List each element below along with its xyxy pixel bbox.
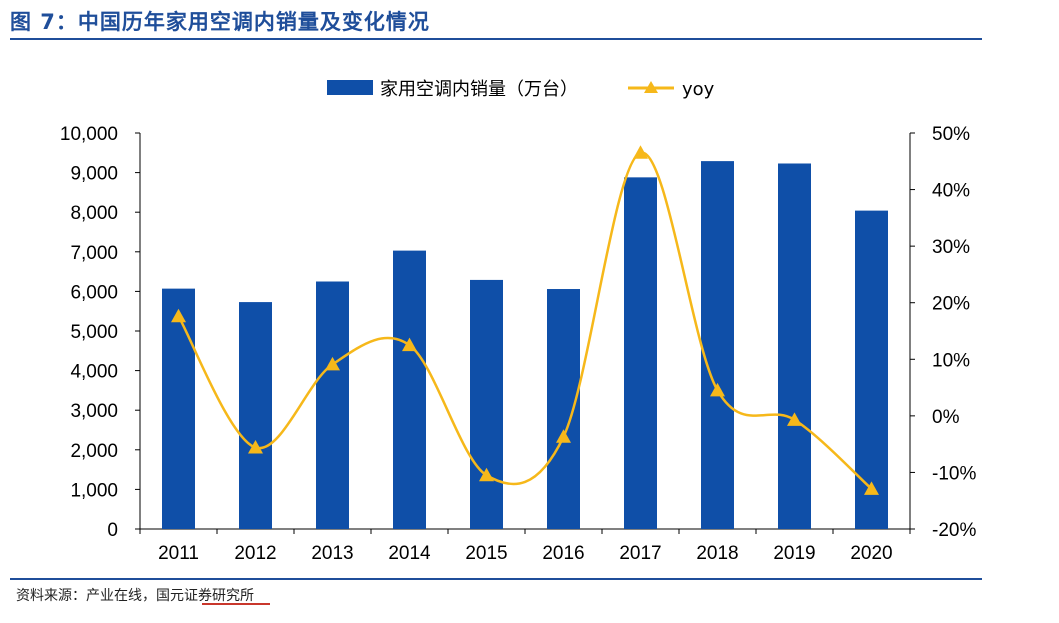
yoy-point <box>248 440 263 454</box>
yoy-point <box>633 145 648 159</box>
left-tick-label: 8,000 <box>70 203 118 224</box>
yoy-point <box>787 412 802 426</box>
left-tick-label: 0 <box>107 520 118 541</box>
yoy-point <box>710 382 725 397</box>
x-tick-label: 2015 <box>465 543 507 564</box>
source-note: 资料来源：产业在线，国元证券研究所 <box>16 588 254 604</box>
bar <box>701 161 734 529</box>
legend-triangle-marker <box>644 81 658 93</box>
left-tick-label: 4,000 <box>70 362 118 383</box>
left-tick-label: 5,000 <box>70 322 118 343</box>
yoy-series <box>171 145 879 495</box>
bar <box>855 210 888 529</box>
right-tick-label: 10% <box>932 350 970 371</box>
bar <box>624 177 657 530</box>
left-tick-label: 7,000 <box>70 243 118 264</box>
left-tick-label: 2,000 <box>70 441 118 462</box>
left-tick-label: 10,000 <box>60 124 118 145</box>
yoy-line <box>177 151 873 490</box>
yoy-point <box>864 481 879 495</box>
bar <box>316 281 349 529</box>
bar <box>162 288 195 529</box>
left-tick-label: 3,000 <box>70 401 118 422</box>
x-tick-label: 2011 <box>158 543 199 564</box>
x-tick-label: 2017 <box>619 543 661 564</box>
left-tick-label: 1,000 <box>70 480 118 501</box>
bar <box>393 250 426 529</box>
x-tick-label: 2016 <box>542 543 584 564</box>
right-tick-label: 20% <box>932 294 970 315</box>
left-tick-label: 9,000 <box>70 164 118 185</box>
left-tick-label: 6,000 <box>70 282 118 303</box>
yoy-point <box>479 467 494 482</box>
yoy-point <box>171 308 186 323</box>
yoy-point <box>402 337 417 352</box>
x-tick-label: 2018 <box>696 543 738 564</box>
bar <box>547 289 580 529</box>
x-tick-label: 2020 <box>850 543 892 564</box>
yoy-point <box>556 429 571 443</box>
yoy-point <box>325 356 340 371</box>
right-tick-label: -10% <box>932 463 976 484</box>
x-tick-label: 2012 <box>234 543 276 564</box>
legend-line-label: yoy <box>682 79 715 100</box>
legend-bar-label: 家用空调内销量（万台） <box>380 79 578 100</box>
right-tick-label: 50% <box>932 124 970 145</box>
x-tick-label: 2014 <box>388 543 431 564</box>
legend: 家用空调内销量（万台） yoy <box>327 79 715 100</box>
source-underline <box>202 603 270 605</box>
footer-divider <box>10 578 982 580</box>
bar <box>470 279 503 529</box>
bar <box>778 163 811 529</box>
chart-title: 图 7：中国历年家用空调内销量及变化情况 <box>10 10 430 34</box>
legend-bar-swatch <box>327 80 373 95</box>
bar <box>239 302 272 529</box>
right-tick-label: 40% <box>932 181 970 202</box>
x-tick-label: 2013 <box>311 543 353 564</box>
right-tick-label: -20% <box>932 520 976 541</box>
right-tick-label: 0% <box>932 407 960 428</box>
title-divider <box>10 38 982 40</box>
tick-labels: 0 1,000 2,000 3,000 4,000 5,000 6,000 7,000 8,00… <box>60 124 977 564</box>
x-tick-label: 2019 <box>773 543 815 564</box>
bar-series <box>162 161 888 530</box>
right-tick-label: 30% <box>932 237 970 258</box>
